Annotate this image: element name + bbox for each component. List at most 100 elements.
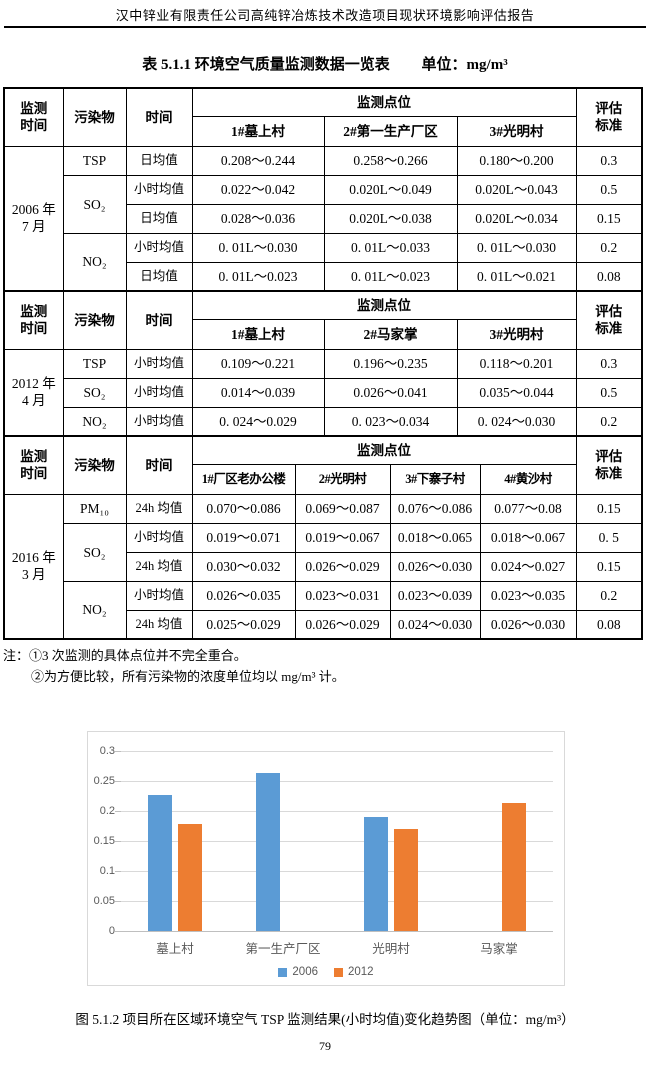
value-cell: 0.020L～0.049	[323, 174, 458, 205]
value-cell: 0.014～0.039	[191, 377, 325, 408]
value-cell: 0.026～0.030	[389, 551, 481, 582]
standard-cell: 0.08	[575, 609, 643, 640]
y-tick-label: 0.25	[93, 775, 115, 787]
site-header-cell: 1#墓上村	[191, 115, 325, 147]
header-cell-standard: 评估 标准	[575, 87, 643, 147]
value-cell: 0.020L～0.038	[323, 203, 458, 234]
chart-legend: 2006 2012	[88, 966, 564, 978]
time-cell: 2016 年 3 月	[3, 493, 64, 640]
y-axis-tick	[115, 781, 121, 782]
standard-cell: 0.15	[575, 493, 643, 524]
bar-group	[229, 751, 337, 931]
period-cell: 24h 均值	[125, 551, 193, 582]
period-cell: 日均值	[125, 203, 193, 234]
chart-bar-2012	[178, 824, 202, 931]
period-cell: 小时均值	[125, 522, 193, 553]
site-header-cell: 2#光明村	[294, 463, 391, 495]
value-cell: 0.020L～0.043	[456, 174, 577, 205]
value-cell: 0. 01L～0.030	[456, 232, 577, 263]
period-cell: 小时均值	[125, 406, 193, 437]
period-cell: 24h 均值	[125, 493, 193, 524]
header-cell-time: 监测 时间	[3, 290, 64, 350]
value-cell: 0. 01L～0.030	[191, 232, 325, 263]
value-cell: 0. 023～0.034	[323, 406, 458, 437]
table-unit-label: 单位：mg/m³	[421, 57, 508, 73]
value-cell: 0.069～0.087	[294, 493, 391, 524]
value-cell: 0.025～0.029	[191, 609, 296, 640]
running-header-text: 汉中锌业有限责任公司高纯锌冶炼技术改造项目现状环境影响评估报告	[115, 8, 535, 23]
header-cell-pollutant: 污染物	[62, 435, 127, 495]
value-cell: 0. 01L～0.033	[323, 232, 458, 263]
time-cell: 2012 年 4 月	[3, 348, 64, 437]
y-tick-label: 0.3	[99, 745, 115, 757]
tsp-bar-chart: 0 0.05 0.1 0.15 0.2 0.25 0.3 墓上村 第一生产厂区 光明村 马家掌 20…	[87, 731, 565, 986]
standard-cell: 0.3	[575, 348, 643, 379]
value-cell: 0.026～0.041	[323, 377, 458, 408]
value-cell: 0.026～0.035	[191, 580, 296, 611]
period-cell: 24h 均值	[125, 609, 193, 640]
legend-label: 2012	[348, 966, 374, 978]
pollutant-cell: TSP	[62, 348, 127, 379]
y-tick-label: 0.1	[99, 865, 115, 877]
table-title: 表 5.1.1 环境空气质量监测数据一览表 单位：mg/m³	[0, 53, 650, 74]
value-cell: 0.024～0.027	[479, 551, 577, 582]
standard-cell: 0.3	[575, 145, 643, 176]
header-cell-standard: 评估 标准	[575, 435, 643, 495]
value-cell: 0.024～0.030	[389, 609, 481, 640]
value-cell: 0.023～0.039	[389, 580, 481, 611]
header-cell-period: 时间	[125, 290, 193, 350]
standard-cell: 0.5	[575, 377, 643, 408]
legend-item-2012: 2012	[334, 966, 374, 978]
value-cell: 0. 024～0.030	[456, 406, 577, 437]
header-cell-sites: 监测点位	[191, 435, 577, 465]
monitoring-table-2016: 监测 时间 污染物 时间 监测点位 评估 标准 1#厂区老办公楼 2#光明村 3…	[3, 435, 643, 640]
value-cell: 0.030～0.032	[191, 551, 296, 582]
value-cell: 0.023～0.035	[479, 580, 577, 611]
table-notes: 注：①3 次监测的具体点位并不完全重合。 ②为方便比较，所有污染物的浓度单位均以…	[3, 645, 650, 687]
value-cell: 0.077～0.08	[479, 493, 577, 524]
monitoring-table-2006: 监测 时间 污染物 时间 监测点位 评估 标准 1#墓上村 2#第一生产厂区 3…	[3, 87, 644, 292]
y-tick-label: 0.2	[99, 805, 115, 817]
standard-cell: 0. 5	[575, 522, 643, 553]
header-cell-sites: 监测点位	[191, 290, 577, 320]
bar-group	[121, 751, 229, 931]
bar-group	[445, 751, 553, 931]
value-cell: 0.208～0.244	[191, 145, 325, 176]
header-cell-period: 时间	[125, 435, 193, 495]
period-cell: 小时均值	[125, 348, 193, 379]
value-cell: 0.020L～0.034	[456, 203, 577, 234]
figure-caption: 图 5.1.2 项目所在区域环境空气 TSP 监测结果(小时均值)变化趋势图（单…	[75, 1012, 575, 1027]
site-header-cell: 3#下寨子村	[389, 463, 481, 495]
header-cell-time: 监测 时间	[3, 435, 64, 495]
gridline	[121, 901, 553, 902]
period-cell: 小时均值	[125, 174, 193, 205]
pollutant-cell: NO₂	[62, 232, 127, 292]
standard-cell: 0.15	[575, 551, 643, 582]
x-category-label: 光明村	[372, 942, 410, 956]
value-cell: 0.026～0.030	[479, 609, 577, 640]
gridline	[121, 751, 553, 752]
standard-cell: 0.2	[575, 580, 643, 611]
value-cell: 0.019～0.071	[191, 522, 296, 553]
gridline	[121, 781, 553, 782]
period-cell: 小时均值	[125, 377, 193, 408]
gridline	[121, 871, 553, 872]
value-cell: 0. 01L～0.021	[456, 261, 577, 292]
value-cell: 0.035～0.044	[456, 377, 577, 408]
value-cell: 0. 024～0.029	[191, 406, 325, 437]
pollutant-cell: TSP	[62, 145, 127, 176]
chart-bar-2006	[256, 773, 280, 931]
gridline	[121, 811, 553, 812]
value-cell: 0.018～0.065	[389, 522, 481, 553]
standard-cell: 0.5	[575, 174, 643, 205]
table-title-text: 表 5.1.1 环境空气质量监测数据一览表	[142, 57, 390, 73]
value-cell: 0.019～0.067	[294, 522, 391, 553]
value-cell: 0.076～0.086	[389, 493, 481, 524]
value-cell: 0.118～0.201	[456, 348, 577, 379]
header-cell-time: 监测 时间	[3, 87, 64, 147]
page-number: 79	[319, 1039, 331, 1053]
site-header-cell: 2#马家掌	[323, 318, 458, 350]
time-cell: 2006 年 7 月	[3, 145, 64, 292]
value-cell: 0.026～0.029	[294, 609, 391, 640]
